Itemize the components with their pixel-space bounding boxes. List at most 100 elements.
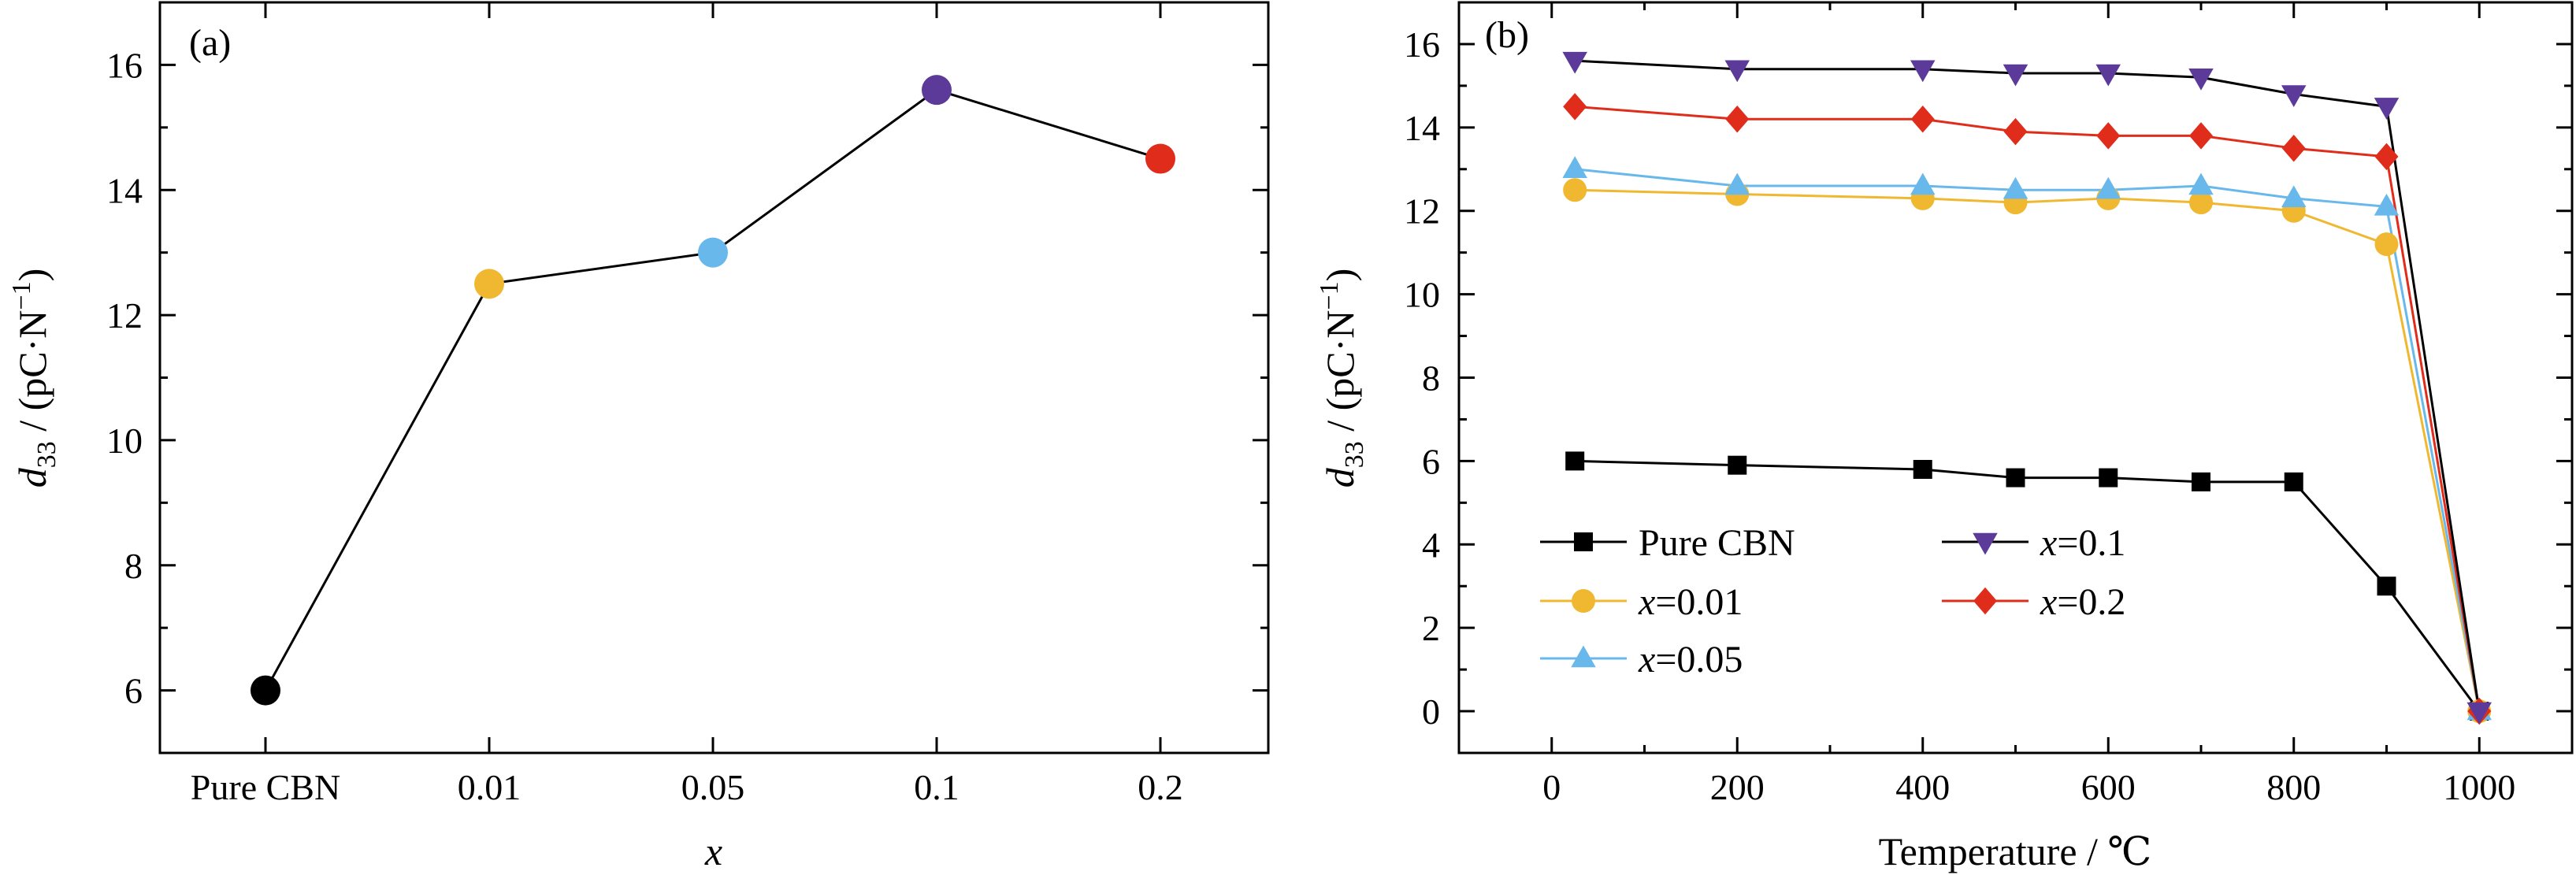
panel-a-marks <box>251 75 1175 706</box>
panel-b-data-point <box>2189 122 2213 150</box>
legend-label: x=0.01 <box>1638 581 1743 623</box>
panel-b-y-tick-label: 12 <box>1404 191 1440 232</box>
panel-a-x-tick-label: 0.01 <box>458 767 522 807</box>
panel-a-data-point <box>1145 143 1175 174</box>
legend-label-variable: x <box>2040 522 2057 564</box>
panel-a-x-tick-label: 0.05 <box>681 767 745 807</box>
legend-label-variable: x <box>1638 639 1655 680</box>
panel-b-series-line <box>1575 188 2481 712</box>
panel-b-y-tick-label: 10 <box>1404 275 1440 315</box>
panel-b-data-point <box>2377 577 2396 596</box>
panel-b-y-title-main: d <box>1318 467 1362 488</box>
panel-a-data-point <box>922 75 952 106</box>
panel-b-data-point <box>2467 702 2492 725</box>
panel-b-data-point <box>2374 193 2400 216</box>
legend-label-value: Pure CBN <box>1639 522 1795 564</box>
panel-b-x-ticks: 0 200 400 600 800 1000 <box>1457 2 2574 807</box>
panel-b-data-point <box>1913 459 1932 479</box>
panel-a-data-point <box>251 675 280 706</box>
legend-label: x=0.2 <box>2040 581 2125 623</box>
panel-b-x-tick-label: 0 <box>1542 767 1561 807</box>
panel-b-marks <box>1562 51 2492 725</box>
panel-b-x-tick-label: 600 <box>2081 767 2136 807</box>
panel-b-y-tick-label: 4 <box>1422 525 1440 565</box>
panel-b-y-ticks: 0 2 4 6 8 10 12 14 16 <box>1404 1 2572 755</box>
panel-a-y-tick-label: 12 <box>106 295 143 336</box>
panel-b-data-point <box>1728 455 1747 475</box>
legend-label-variable: x <box>2040 581 2057 623</box>
panel-a-frame <box>158 1 1270 755</box>
legend-marker <box>1973 532 1998 555</box>
panel-b-data-point <box>2096 122 2121 150</box>
panel-b-data-point <box>2006 468 2025 488</box>
panel-a-y-tick-label: 16 <box>106 45 143 85</box>
panel-b-data-point <box>1910 105 1935 133</box>
panel-b-data-point <box>2281 135 2306 162</box>
panel-a-y-tick-label: 14 <box>106 170 143 210</box>
panel-b-data-point <box>2095 176 2121 199</box>
panel-b-data-point <box>2188 172 2214 195</box>
panel-b-data-point <box>1565 451 1585 471</box>
panel-a-series-line <box>264 88 1161 691</box>
panel-b-y-title-unit: / (pC·N <box>1318 310 1362 442</box>
panel-a-label: (a) <box>189 22 231 64</box>
panel-b-data-point <box>2099 468 2118 488</box>
panel-a-data-point <box>698 237 728 268</box>
panel-a-y-title-sub: 33 <box>32 441 61 468</box>
panel-b-y-tick-label: 14 <box>1404 108 1440 148</box>
panel-a-y-title-unit: / (pC·N <box>10 310 54 442</box>
legend-label: x=0.1 <box>2040 522 2125 564</box>
panel-a-y-title-sup: −1 <box>7 281 36 310</box>
panel-b-y-tick-label: 2 <box>1422 608 1440 648</box>
legend-marker <box>1574 532 1593 551</box>
panel-b-y-title-end: ) <box>1318 269 1362 282</box>
panel-b-x-tick-label: 1000 <box>2443 767 2515 807</box>
panel-b-data-point <box>2284 472 2303 491</box>
panel-b-data-point <box>2281 185 2307 208</box>
panel-b-y-title-sub: 33 <box>1340 441 1369 468</box>
panel-b-x-tick-label: 200 <box>1710 767 1765 807</box>
panel-b-frame <box>1457 1 2574 755</box>
panel-a-y-title-main: d <box>10 467 54 488</box>
legend-label-value: =0.1 <box>2057 522 2125 564</box>
panel-a-x-tick-label: 0.2 <box>1138 767 1183 807</box>
panel-b-data-point <box>2188 69 2214 91</box>
panel-b-data-point <box>2281 85 2307 107</box>
panel-b-x-tick-label: 800 <box>2266 767 2321 807</box>
panel-b-data-point <box>1724 172 1750 195</box>
panel-b-data-point <box>2374 98 2400 120</box>
legend-label-value: =0.2 <box>2057 581 2125 623</box>
panel-b-data-point <box>2003 117 2028 146</box>
panel-b: (b) 0 2 4 6 8 10 12 14 16 0 200 400 600 800 1000 Pure… <box>1315 1 2574 873</box>
panel-b-y-tick-label: 6 <box>1422 441 1440 481</box>
panel-b-data-point <box>1562 156 1587 179</box>
panel-a-y-axis-title: d33 / (pC·N−1) <box>7 269 61 488</box>
panel-b-label: (b) <box>1485 14 1529 56</box>
legend-label: x=0.05 <box>1638 639 1743 680</box>
panel-b-y-tick-label: 8 <box>1422 358 1440 399</box>
panel-b-data-point <box>2374 232 2399 257</box>
panel-b-data-point <box>1563 178 1587 202</box>
panel-b-data-point <box>2374 143 2399 171</box>
panel-b-data-point <box>2003 176 2029 199</box>
panel-b-x-tick-label: 400 <box>1895 767 1950 807</box>
panel-a-x-ticks: Pure CBN 0.01 0.05 0.1 0.2 <box>191 2 1183 807</box>
panel-a-x-axis-title: x <box>704 829 722 873</box>
panel-a-y-tick-label: 10 <box>106 421 143 461</box>
legend-label: Pure CBN <box>1639 522 1795 564</box>
panel-a-y-title-end: ) <box>10 269 54 282</box>
panel-a-x-tick-label: Pure CBN <box>191 767 340 807</box>
legend-label-value: =0.01 <box>1655 581 1743 623</box>
panel-b-data-point <box>1910 172 1936 195</box>
panel-b-data-point <box>1562 51 1587 74</box>
panel-b-data-point <box>1725 105 1750 133</box>
panel-a-y-tick-label: 8 <box>124 546 143 586</box>
panel-b-data-point <box>2192 472 2210 491</box>
legend-label-value: =0.05 <box>1655 639 1743 680</box>
panel-b-data-point <box>1724 60 1750 83</box>
legend-marker <box>1571 645 1596 668</box>
panel-a-y-tick-label: 6 <box>124 671 143 711</box>
panel-b-y-axis-title: d33 / (pC·N−1) <box>1315 269 1369 488</box>
